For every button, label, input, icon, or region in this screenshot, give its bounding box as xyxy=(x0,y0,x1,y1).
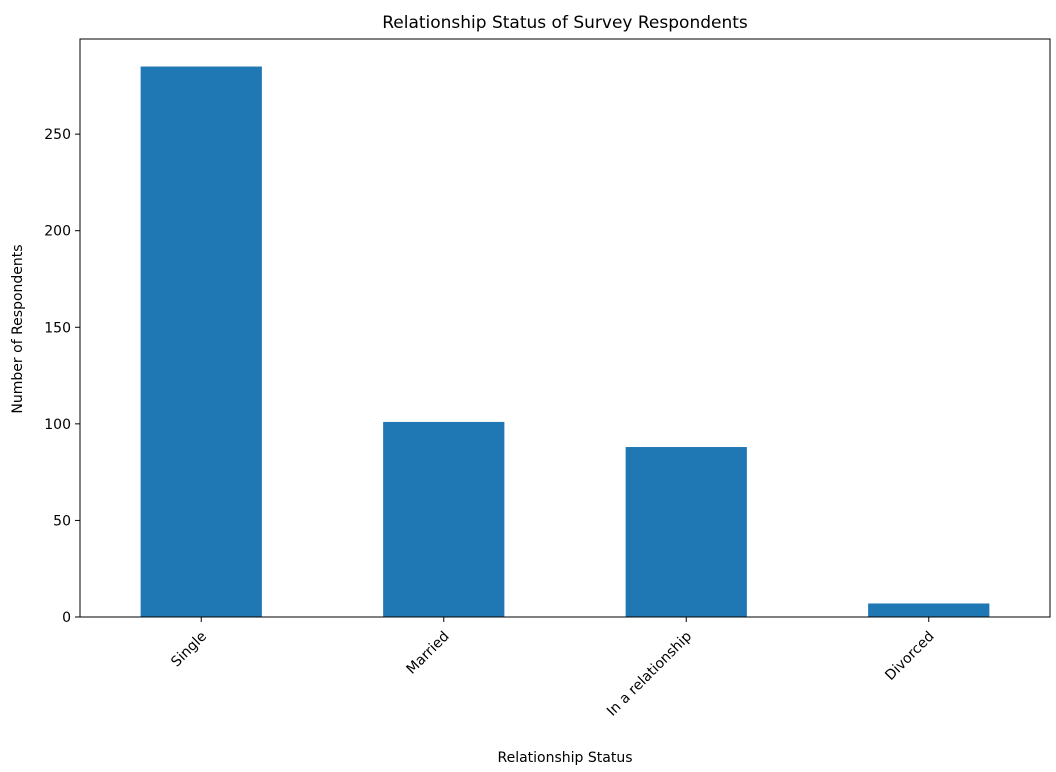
bar-in-a-relationship xyxy=(625,447,747,617)
y-tick-label: 150 xyxy=(44,320,71,336)
x-tick-label: Divorced xyxy=(882,629,937,684)
bars-group xyxy=(140,66,990,618)
y-tick-label: 200 xyxy=(44,224,71,240)
y-tick-label: 50 xyxy=(53,513,71,529)
plot-frame xyxy=(79,38,1051,618)
y-axis-label: Number of Respondents xyxy=(10,244,26,413)
y-axis-ticks: 0 50 100 150 200 250 xyxy=(44,127,80,626)
y-tick-label: 100 xyxy=(44,417,71,433)
bar-divorced xyxy=(868,603,990,617)
bar-single xyxy=(140,66,262,618)
x-tick-label: Single xyxy=(168,629,210,671)
x-axis-label: Relationship Status xyxy=(497,750,632,766)
x-tick-label: Married xyxy=(404,629,453,678)
y-tick-label: 250 xyxy=(44,127,71,143)
x-tick-label: In a relationship xyxy=(604,628,695,719)
y-tick-label: 0 xyxy=(62,610,71,626)
chart-title: Relationship Status of Survey Respondent… xyxy=(382,13,748,33)
bar-married xyxy=(383,421,505,617)
x-axis-ticks: Single Married In a relationship Divorced xyxy=(168,617,938,720)
